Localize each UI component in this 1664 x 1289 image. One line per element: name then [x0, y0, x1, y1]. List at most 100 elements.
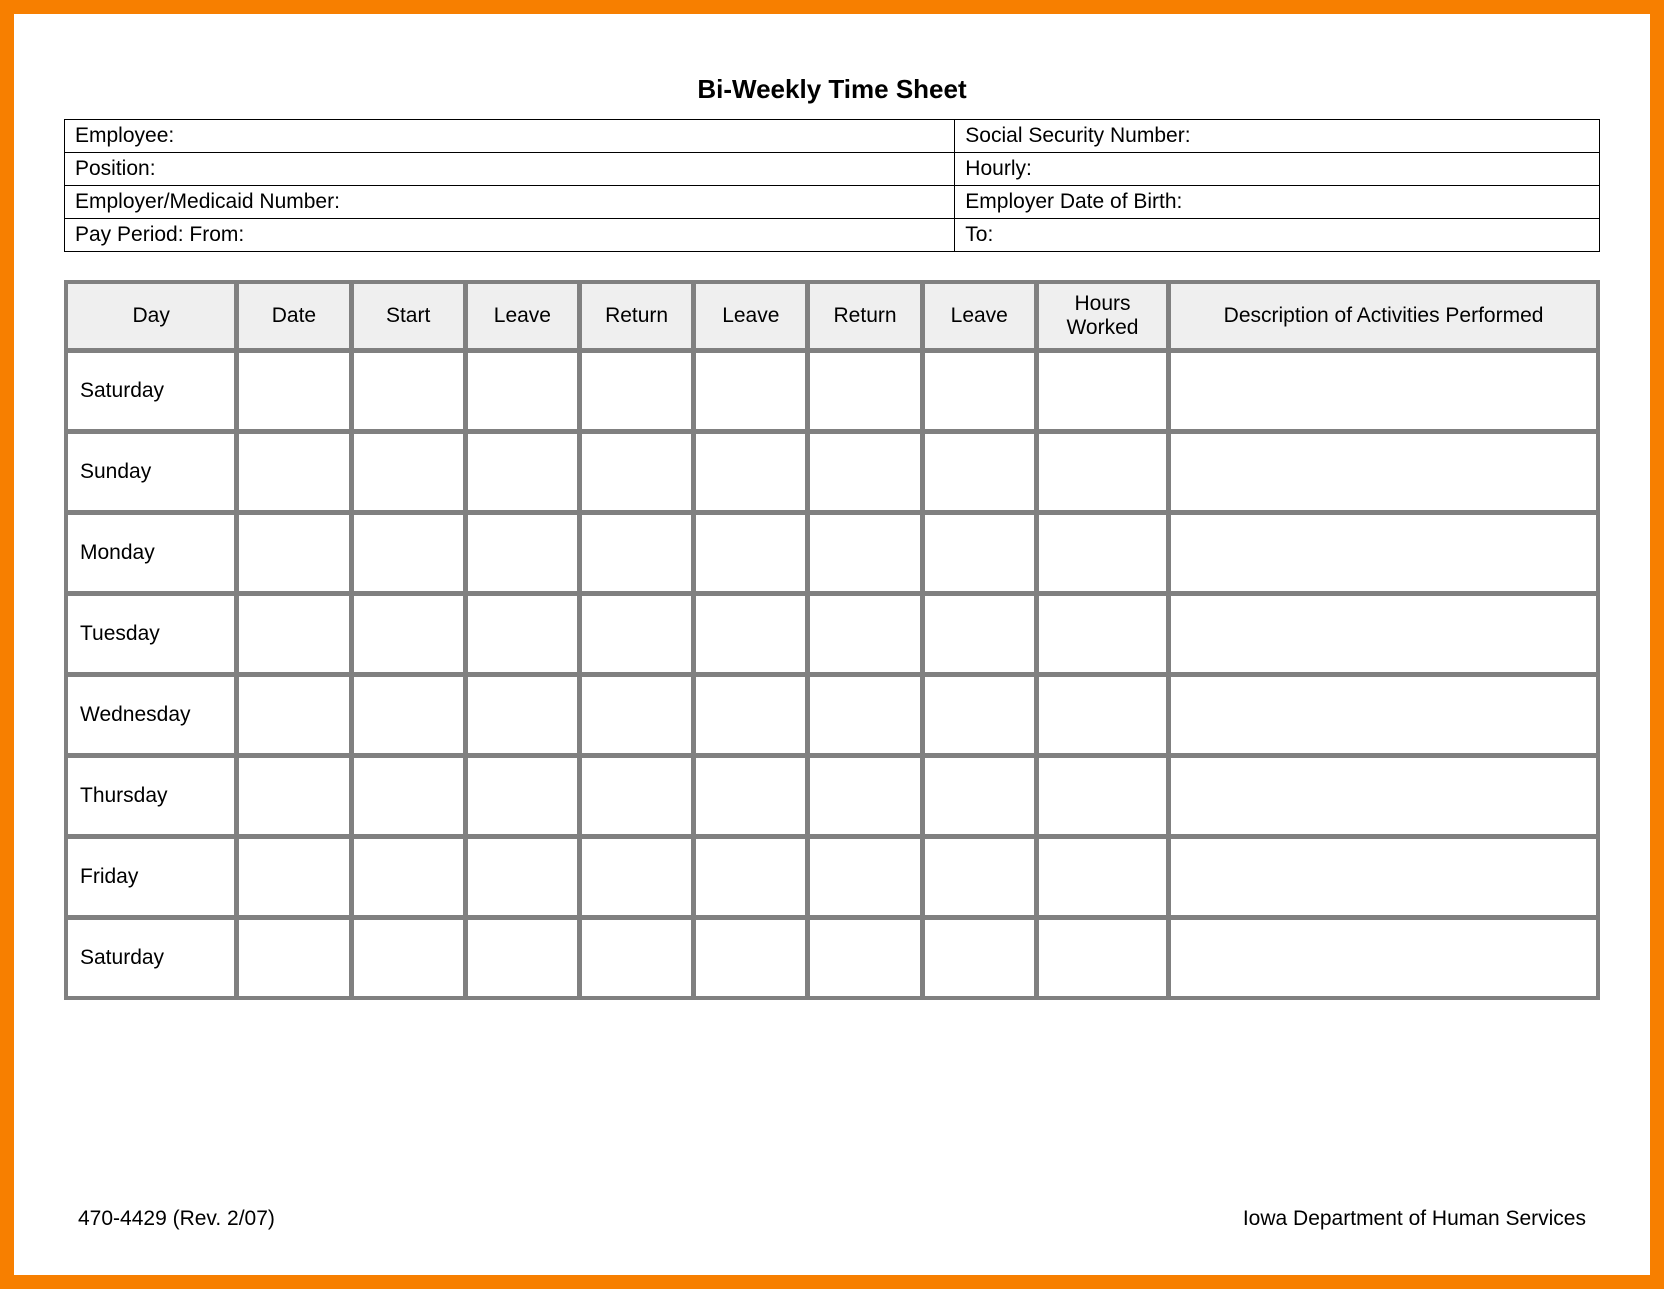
day-cell: Sunday [67, 433, 235, 511]
footer-agency: Iowa Department of Human Services [1243, 1207, 1586, 1231]
time-cell [1170, 433, 1597, 511]
info-cell-right: Employer Date of Birth: [955, 186, 1600, 219]
column-header: Start [353, 283, 464, 349]
time-cell [1038, 676, 1167, 754]
time-cell [581, 514, 692, 592]
document-frame: Bi-Weekly Time Sheet Employee:Social Sec… [0, 0, 1664, 1289]
time-cell [353, 838, 464, 916]
time-cell [1170, 919, 1597, 997]
column-header: Leave [695, 283, 806, 349]
time-cell [1170, 838, 1597, 916]
time-cell [924, 838, 1035, 916]
column-header: Return [809, 283, 920, 349]
day-cell: Wednesday [67, 676, 235, 754]
info-table: Employee:Social Security Number:Position… [64, 119, 1600, 252]
info-row: Employer/Medicaid Number:Employer Date o… [65, 186, 1600, 219]
time-cell [1038, 919, 1167, 997]
footer-form-number: 470-4429 (Rev. 2/07) [78, 1207, 275, 1231]
time-cell [353, 595, 464, 673]
time-cell [238, 919, 349, 997]
time-cell [353, 919, 464, 997]
time-cell [353, 676, 464, 754]
time-cell [353, 514, 464, 592]
time-cell [1170, 757, 1597, 835]
time-cell [809, 919, 920, 997]
column-header: Leave [467, 283, 578, 349]
time-cell [924, 352, 1035, 430]
time-cell [353, 433, 464, 511]
time-cell [238, 676, 349, 754]
time-cell [581, 676, 692, 754]
time-cell [467, 757, 578, 835]
time-table: DayDateStartLeaveReturnLeaveReturnLeaveH… [64, 280, 1600, 1000]
time-cell [695, 838, 806, 916]
column-header: Day [67, 283, 235, 349]
time-cell [353, 352, 464, 430]
time-cell [924, 919, 1035, 997]
info-cell-right: To: [955, 219, 1600, 252]
info-cell-left: Employer/Medicaid Number: [65, 186, 955, 219]
time-cell [809, 757, 920, 835]
time-cell [238, 838, 349, 916]
time-cell [809, 595, 920, 673]
day-cell: Saturday [67, 919, 235, 997]
info-cell-left: Pay Period: From: [65, 219, 955, 252]
day-cell: Friday [67, 838, 235, 916]
info-cell-left: Position: [65, 153, 955, 186]
time-cell [695, 919, 806, 997]
time-cell [695, 595, 806, 673]
info-row: Position:Hourly: [65, 153, 1600, 186]
table-row: Monday [67, 514, 1597, 592]
day-cell: Saturday [67, 352, 235, 430]
column-header: Return [581, 283, 692, 349]
time-cell [695, 757, 806, 835]
time-cell [924, 595, 1035, 673]
time-cell [809, 838, 920, 916]
time-cell [695, 433, 806, 511]
time-cell [695, 514, 806, 592]
time-cell [1038, 595, 1167, 673]
info-cell-right: Hourly: [955, 153, 1600, 186]
time-cell [695, 676, 806, 754]
time-cell [1170, 676, 1597, 754]
time-cell [809, 676, 920, 754]
info-row: Employee:Social Security Number: [65, 120, 1600, 153]
time-cell [809, 514, 920, 592]
table-row: Sunday [67, 433, 1597, 511]
table-row: Friday [67, 838, 1597, 916]
time-cell [238, 757, 349, 835]
info-cell-right: Social Security Number: [955, 120, 1600, 153]
time-cell [809, 352, 920, 430]
time-cell [238, 433, 349, 511]
time-cell [1038, 352, 1167, 430]
time-cell [1038, 838, 1167, 916]
time-cell [581, 433, 692, 511]
info-cell-left: Employee: [65, 120, 955, 153]
time-cell [809, 433, 920, 511]
time-cell [1038, 433, 1167, 511]
time-cell [1170, 595, 1597, 673]
time-cell [467, 433, 578, 511]
table-row: Thursday [67, 757, 1597, 835]
day-cell: Monday [67, 514, 235, 592]
table-row: Saturday [67, 919, 1597, 997]
table-row: Saturday [67, 352, 1597, 430]
time-cell [924, 676, 1035, 754]
time-cell [238, 352, 349, 430]
info-row: Pay Period: From:To: [65, 219, 1600, 252]
time-cell [924, 433, 1035, 511]
time-cell [581, 595, 692, 673]
column-header: Date [238, 283, 349, 349]
time-cell [1170, 352, 1597, 430]
table-row: Tuesday [67, 595, 1597, 673]
time-cell [581, 757, 692, 835]
time-cell [467, 595, 578, 673]
time-cell [1038, 514, 1167, 592]
time-cell [238, 595, 349, 673]
table-row: Wednesday [67, 676, 1597, 754]
day-cell: Thursday [67, 757, 235, 835]
time-cell [467, 514, 578, 592]
time-cell [581, 838, 692, 916]
page-title: Bi-Weekly Time Sheet [64, 74, 1600, 105]
time-cell [924, 757, 1035, 835]
